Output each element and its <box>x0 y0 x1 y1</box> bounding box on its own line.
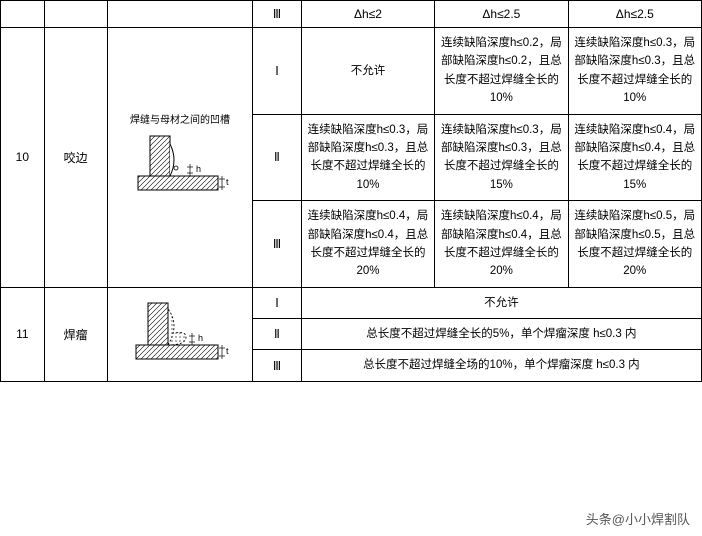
blank-cell <box>44 1 107 28</box>
header-col-1: Δh≤2 <box>301 1 434 28</box>
value-cell: 总长度不超过焊缝全场的10%，单个焊瘤深度 h≤0.3 内 <box>301 350 701 381</box>
row-index: 11 <box>1 287 45 381</box>
value-cell: 连续缺陷深度h≤0.4，局部缺陷深度h≤0.4，且总长度不超过焊缝全长的15% <box>568 114 701 201</box>
header-col-2: Δh≤2.5 <box>435 1 568 28</box>
row-name: 焊瘤 <box>44 287 107 381</box>
value-cell: 连续缺陷深度h≤0.4，局部缺陷深度h≤0.4，且总长度不超过焊缝全长的20% <box>301 201 434 288</box>
watermark-text: 头条@小小焊割队 <box>586 509 690 528</box>
level-cell: Ⅱ <box>253 114 302 201</box>
value-cell: 连续缺陷深度h≤0.3，局部缺陷深度h≤0.3，且总长度不超过焊缝全长的15% <box>435 114 568 201</box>
blank-cell <box>107 1 253 28</box>
level-cell: Ⅰ <box>253 287 302 318</box>
level-cell: Ⅲ <box>253 350 302 381</box>
level-cell: Ⅱ <box>253 319 302 350</box>
blank-cell <box>1 1 45 28</box>
svg-text:h: h <box>196 164 201 174</box>
value-cell: 总长度不超过焊缝全长的5%，单个焊瘤深度 h≤0.3 内 <box>301 319 701 350</box>
header-level: Ⅲ <box>253 1 302 28</box>
value-cell: 连续缺陷深度h≤0.5，局部缺陷深度h≤0.5，且总长度不超过焊缝全长的20% <box>568 201 701 288</box>
value-cell: 连续缺陷深度h≤0.3，局部缺陷深度h≤0.3，且总长度不超过焊缝全长的10% <box>568 28 701 115</box>
header-col-3: Δh≤2.5 <box>568 1 701 28</box>
svg-text:t: t <box>226 177 229 187</box>
header-row: Ⅲ Δh≤2 Δh≤2.5 Δh≤2.5 <box>1 1 702 28</box>
level-cell: Ⅲ <box>253 201 302 288</box>
row-10-level-1: 10 咬边 焊缝与母材之间的凹槽 h <box>1 28 702 115</box>
value-cell: 连续缺陷深度h≤0.4，局部缺陷深度h≤0.4，且总长度不超过焊缝全长的20% <box>435 201 568 288</box>
undercut-diagram-icon: h t <box>130 126 230 201</box>
row-name: 咬边 <box>44 28 107 288</box>
value-cell: 连续缺陷深度h≤0.2，局部缺陷深度h≤0.2，且总长度不超过焊缝全长的10% <box>435 28 568 115</box>
diagram-overlap: h t <box>107 287 253 381</box>
value-cell: 不允许 <box>301 28 434 115</box>
diagram-caption: 焊缝与母材之间的凹槽 <box>112 111 249 126</box>
diagram-undercut: 焊缝与母材之间的凹槽 h <box>107 28 253 288</box>
svg-text:h: h <box>198 333 203 343</box>
value-cell: 不允许 <box>301 287 701 318</box>
overlap-diagram-icon: h t <box>130 295 230 370</box>
value-cell: 连续缺陷深度h≤0.3，局部缺陷深度h≤0.3，且总长度不超过焊缝全长的10% <box>301 114 434 201</box>
level-cell: Ⅰ <box>253 28 302 115</box>
row-11-level-1: 11 焊瘤 <box>1 287 702 318</box>
row-index: 10 <box>1 28 45 288</box>
spec-table: Ⅲ Δh≤2 Δh≤2.5 Δh≤2.5 10 咬边 焊缝与母材之间的凹槽 <box>0 0 702 382</box>
svg-text:t: t <box>226 346 229 356</box>
